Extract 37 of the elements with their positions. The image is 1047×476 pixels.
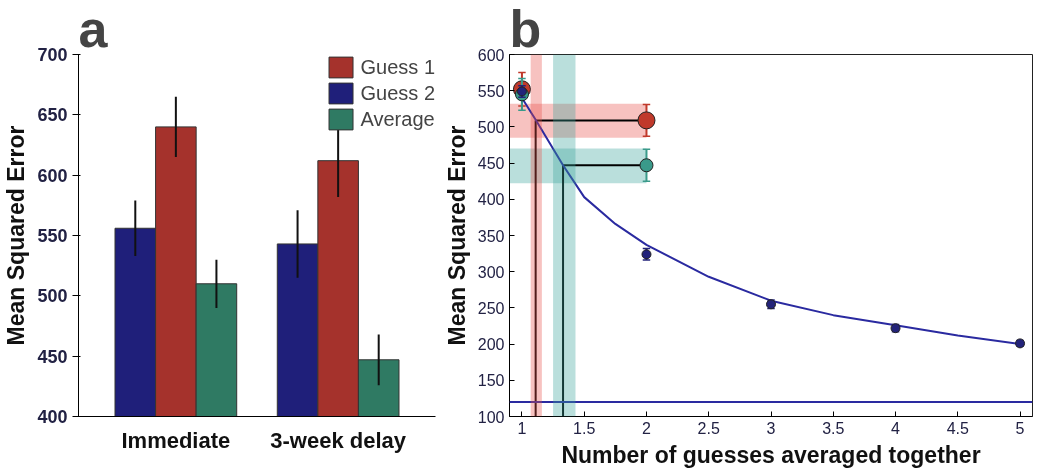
y-tick-label: 500 — [477, 118, 505, 136]
legend-label: Average — [360, 107, 435, 131]
y-tick-label: 400 — [477, 191, 505, 209]
x-tick-label: 2 — [642, 419, 652, 437]
x-tick-label: 1 — [517, 419, 527, 437]
y-tick-label: 700 — [37, 45, 68, 65]
y-tick-label: 250 — [477, 299, 505, 317]
y-tick-label: 400 — [37, 407, 68, 427]
y-tick-label: 450 — [477, 155, 505, 173]
x-tick-label: 2.5 — [697, 419, 720, 437]
x-tick-label: 3-week delay — [270, 427, 407, 453]
x-tick-label: Immediate — [121, 427, 231, 453]
x-axis-title: Number of guesses averaged together — [561, 441, 981, 468]
annotation: b — [509, 0, 542, 58]
y-tick-label: 200 — [477, 336, 505, 354]
legend-label: Guess 2 — [360, 81, 435, 105]
y-axis-title: Mean Squared Error — [3, 125, 30, 346]
y-tick-label: 300 — [477, 263, 505, 281]
y-tick-label: 600 — [477, 46, 505, 64]
x-tick-label: 5 — [1015, 419, 1025, 437]
y-tick-label: 100 — [477, 408, 505, 426]
y-tick-label: 350 — [477, 227, 505, 245]
y-tick-label: 500 — [37, 286, 68, 307]
x-tick-label: 3 — [766, 419, 776, 437]
x-tick-label: 4 — [891, 419, 901, 437]
x-tick-label: 3.5 — [822, 419, 845, 437]
y-tick-label: 150 — [477, 372, 505, 390]
y-tick-label: 450 — [37, 346, 68, 367]
y-axis-title: Mean Squared Error — [443, 125, 470, 346]
y-tick-label: 550 — [477, 82, 505, 100]
x-tick-label: 4.5 — [946, 419, 970, 437]
y-tick-label: 650 — [37, 105, 68, 126]
y-tick-label: 600 — [37, 165, 68, 186]
x-tick-label: 1.5 — [573, 419, 596, 437]
annotation: a — [78, 0, 109, 58]
y-tick-label: 550 — [37, 226, 68, 246]
legend-label: Guess 1 — [360, 55, 435, 79]
